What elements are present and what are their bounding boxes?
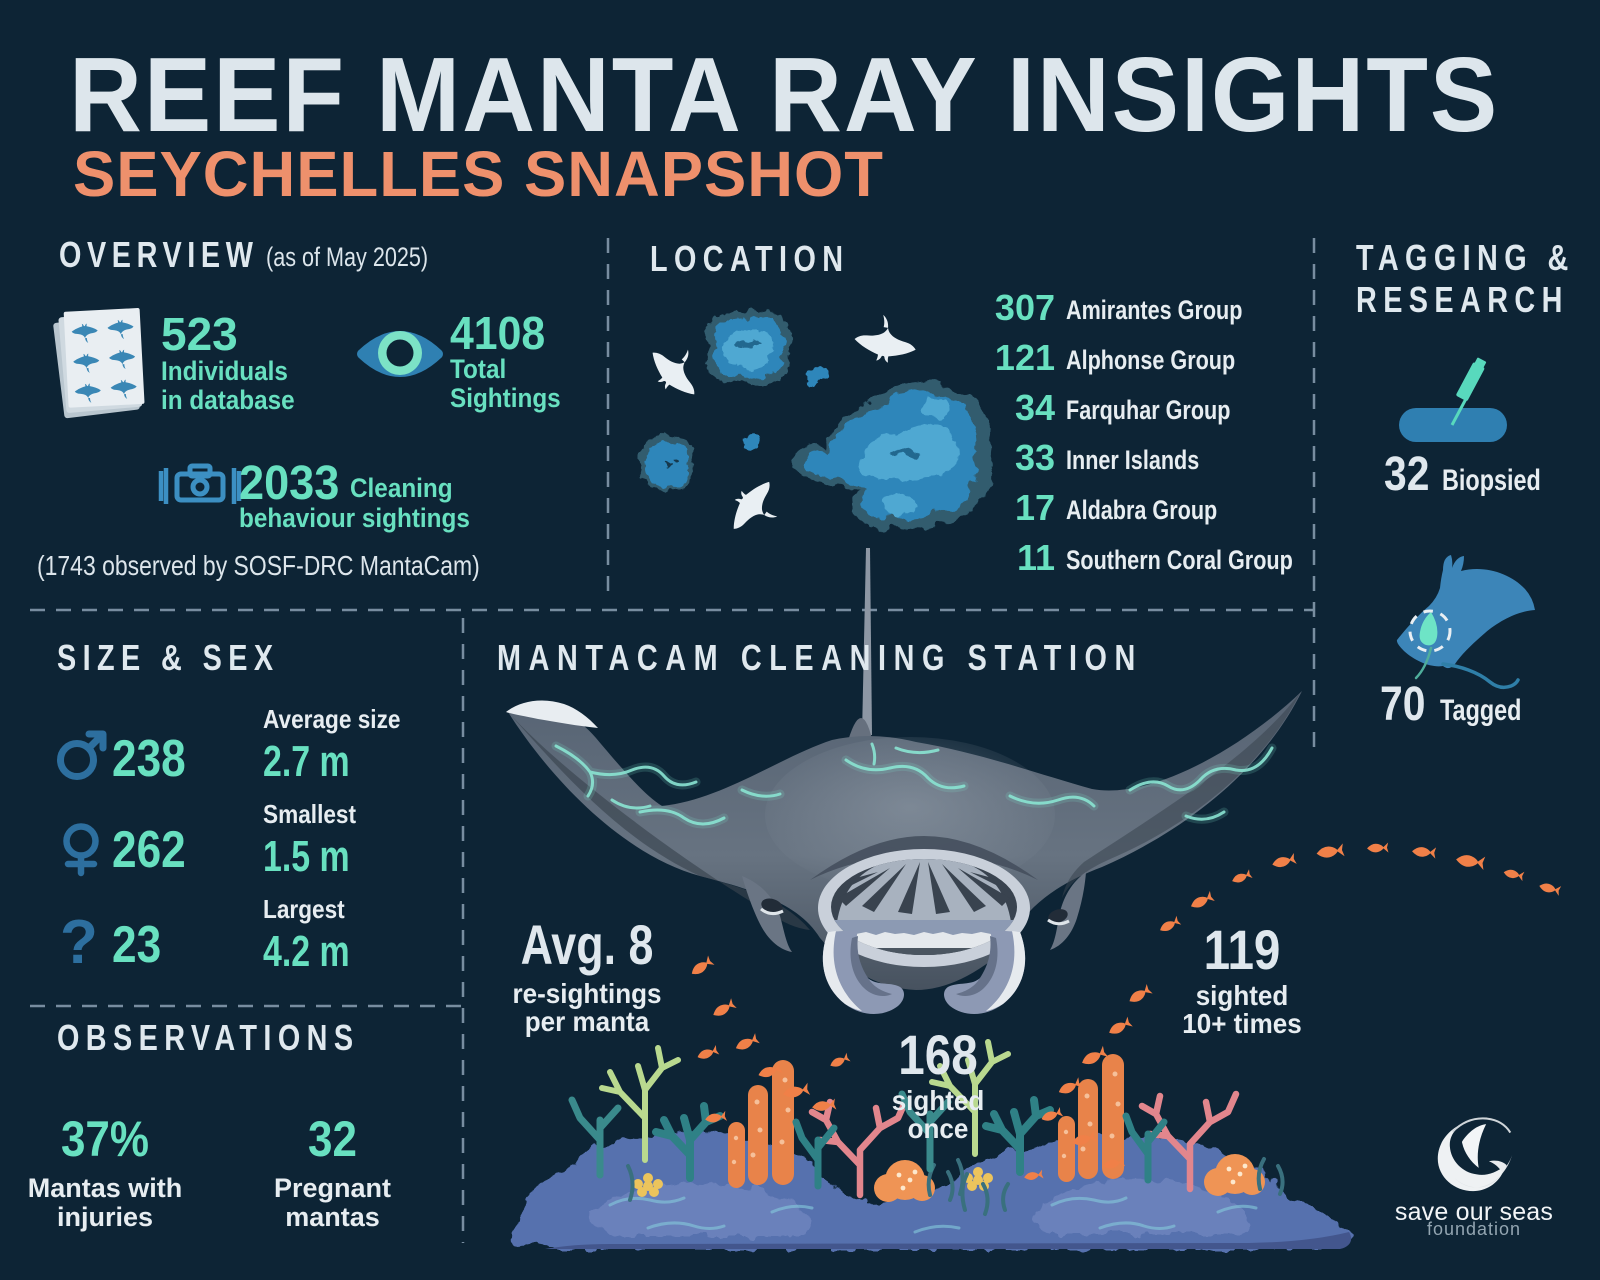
svg-text:?: ? bbox=[60, 908, 98, 977]
